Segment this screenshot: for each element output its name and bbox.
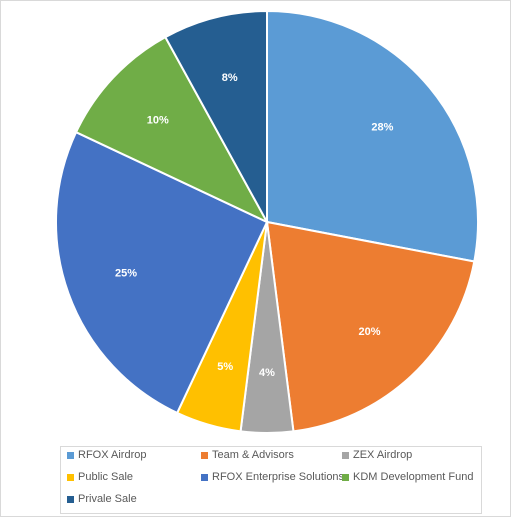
pie-data-label-0: 28% <box>371 122 393 134</box>
legend-swatch <box>67 473 74 481</box>
legend-item-3: Public Sale <box>67 471 133 483</box>
legend-item-6: Privale Sale <box>67 493 137 505</box>
legend-item-4: RFOX Enterprise Solutions <box>201 471 344 483</box>
pie-data-label-1: 20% <box>359 326 381 338</box>
pie-data-label-2: 4% <box>259 367 275 379</box>
pie-data-label-5: 10% <box>147 114 169 126</box>
pie-data-label-3: 5% <box>217 361 233 373</box>
legend-label: KDM Development Fund <box>353 471 474 483</box>
legend-item-0: RFOX Airdrop <box>67 449 146 461</box>
legend-swatch <box>201 451 208 459</box>
legend-swatch <box>201 473 208 481</box>
legend-item-1: Team & Advisors <box>201 449 294 461</box>
legend-label: Public Sale <box>78 471 134 483</box>
pie-slice-4 <box>55 131 268 414</box>
legend-label: Team & Advisors <box>212 449 294 461</box>
pie-data-label-6: 8% <box>222 72 238 84</box>
legend-swatch <box>342 473 349 481</box>
pie-slice-1 <box>266 221 476 433</box>
legend-swatch <box>67 495 74 503</box>
legend-label: RFOX Airdrop <box>78 449 147 461</box>
pie-slice-6 <box>164 10 268 223</box>
pie-slice-0 <box>266 10 479 263</box>
pie-slice-5 <box>75 36 268 223</box>
legend-swatch <box>67 451 74 459</box>
legend-item-5: KDM Development Fund <box>342 471 473 483</box>
legend-swatch <box>342 451 349 459</box>
legend-label: Privale Sale <box>78 493 137 505</box>
legend-label: RFOX Enterprise Solutions <box>212 471 345 483</box>
chart-legend: RFOX Airdrop Team & Advisors ZEX Airdrop Pu… <box>60 446 482 514</box>
pie-data-label-4: 25% <box>115 268 137 280</box>
pie-chart: 28% 20% 4% 5% 25% 10% 8% <box>55 10 479 434</box>
legend-item-2: ZEX Airdrop <box>342 449 412 461</box>
legend-label: ZEX Airdrop <box>353 449 413 461</box>
